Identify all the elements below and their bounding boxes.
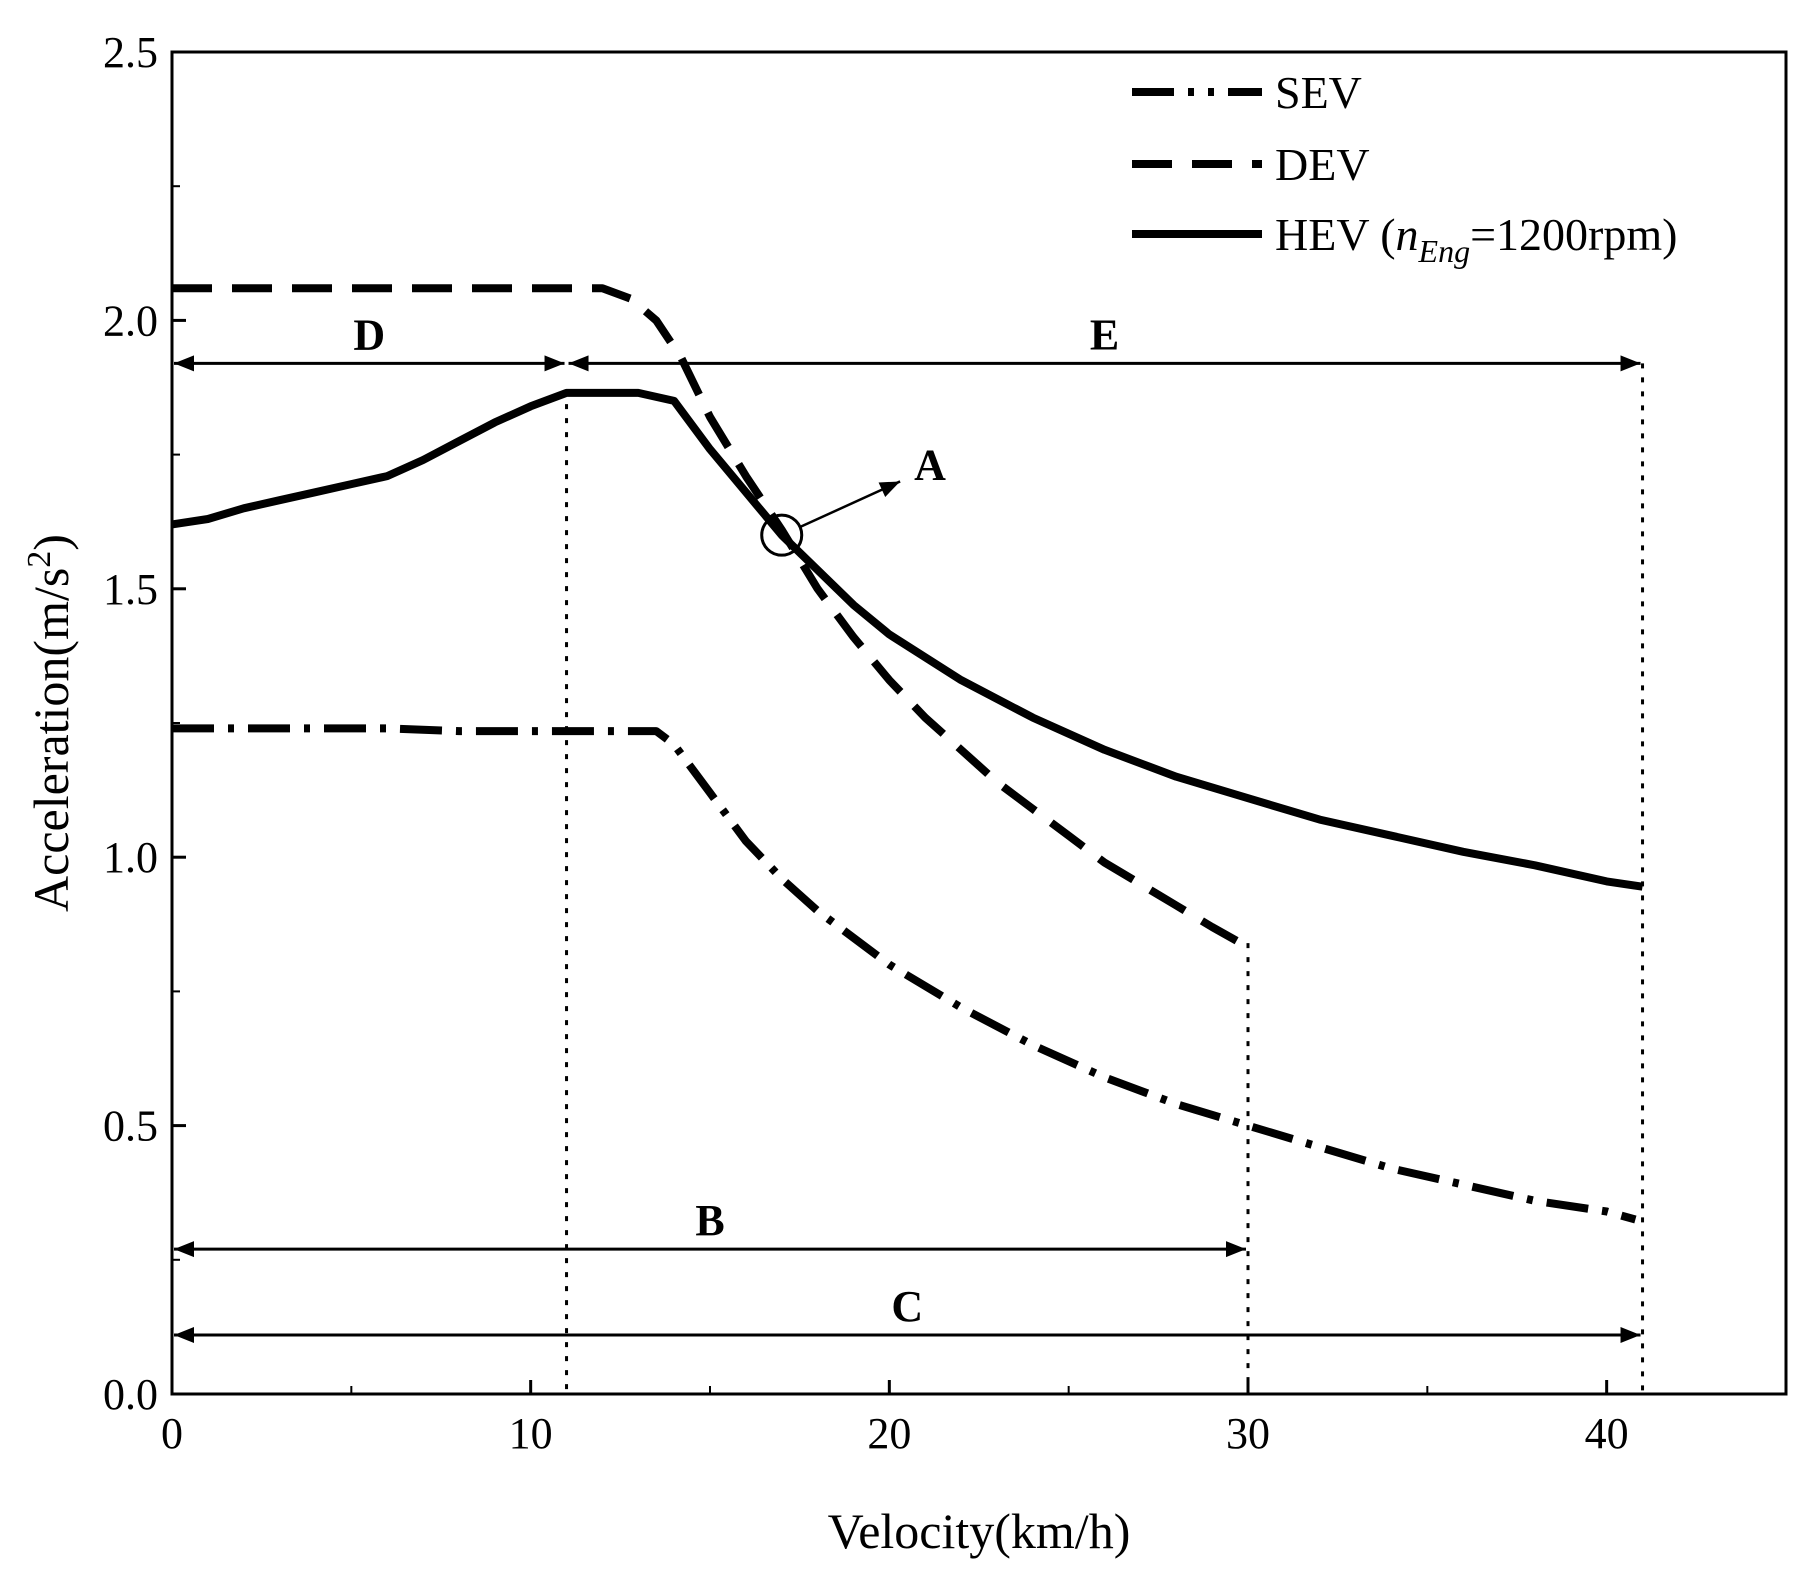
legend-label-dev: DEV: [1275, 139, 1370, 190]
annotations: A: [760, 440, 946, 557]
series-line-sev: [172, 724, 1637, 1224]
y-tick-label: 1.0: [103, 833, 158, 882]
y-tick-label: 2.5: [103, 28, 158, 77]
x-axis: 0 10 20 30 40: [161, 1380, 1629, 1458]
x-tick-label: 0: [161, 1409, 183, 1458]
range-label-e: E: [1090, 310, 1119, 359]
legend-label-sev: SEV: [1275, 67, 1362, 118]
y-tick-label: 2.0: [103, 296, 158, 345]
y-axis-title-end: ): [23, 534, 79, 551]
reference-lines: [565, 363, 1645, 1394]
x-tick-label: 10: [509, 1409, 553, 1458]
legend: SEV DEV HEV (nEng=1200rpm): [1132, 67, 1677, 269]
range-label-d: D: [353, 310, 385, 359]
x-axis-title: Velocity(km/h): [828, 1503, 1131, 1559]
range-label-b: B: [695, 1196, 724, 1245]
y-tick-label: 1.5: [103, 565, 158, 614]
range-label-c: C: [891, 1282, 923, 1331]
y-tick-label: 0.0: [103, 1370, 158, 1419]
legend-label-hev: HEV (nEng=1200rpm): [1275, 209, 1677, 269]
y-tick-label: 0.5: [103, 1102, 158, 1151]
series-line-hev: [171, 388, 1644, 891]
annotation-circle: [760, 513, 804, 557]
x-tick-label: 30: [1226, 1409, 1270, 1458]
x-tick-label: 20: [867, 1409, 911, 1458]
range-arrows: D E B C: [174, 310, 1641, 1343]
series-layer: [171, 284, 1644, 1224]
y-axis-title: Acceleration(m/s2): [21, 534, 79, 912]
annotation-arrow: [799, 480, 901, 529]
annotation-label: A: [914, 440, 946, 489]
y-axis-title-main: Acceleration(m/s: [23, 568, 79, 912]
y-axis-title-text: Acceleration(m/s2): [21, 534, 79, 912]
y-axis: 0.0 0.5 1.0 1.5 2.0 2.5: [103, 28, 186, 1419]
y-axis-title-sup: 2: [21, 551, 58, 568]
x-tick-label: 40: [1585, 1409, 1629, 1458]
series-line-dev: [172, 284, 1243, 947]
